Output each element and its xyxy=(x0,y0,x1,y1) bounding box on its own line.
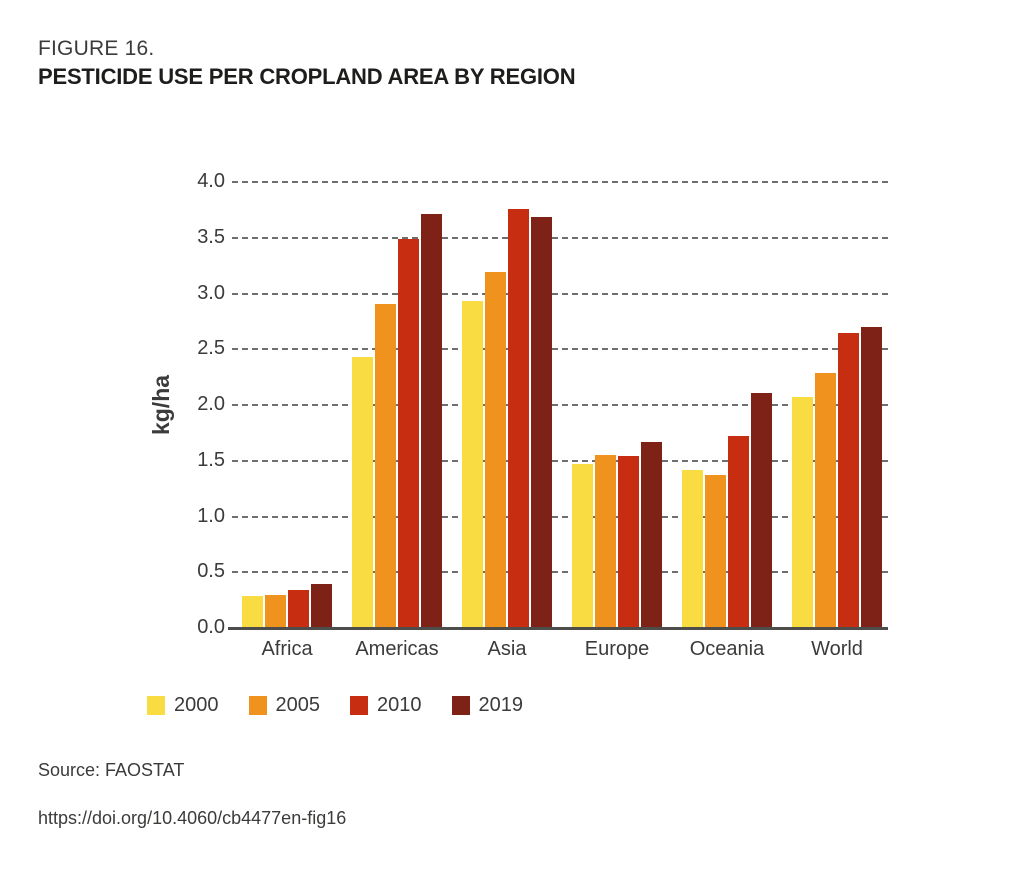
x-axis-label-americas: Americas xyxy=(355,638,439,660)
gridline-2.0 xyxy=(232,404,888,406)
y-tick-label: 2.0 xyxy=(197,393,225,415)
legend-item-2010: 2010 xyxy=(350,694,422,717)
bar-europe-2019 xyxy=(641,441,662,627)
bar-africa-2005 xyxy=(265,594,286,627)
legend: 2000 2005 2010 2019 xyxy=(147,694,523,717)
bar-world-2019 xyxy=(861,327,882,627)
title-block: FIGURE 16. PESTICIDE USE PER CROPLAND AR… xyxy=(38,36,576,91)
legend-item-2000: 2000 xyxy=(147,694,219,717)
gridline-3.5 xyxy=(232,236,888,239)
x-axis-label-africa: Africa xyxy=(261,638,313,660)
bar-asia-2005 xyxy=(485,272,506,627)
gridline-1.0 xyxy=(232,515,888,518)
legend-label-2019: 2019 xyxy=(478,694,524,716)
bar-asia-2010 xyxy=(508,208,529,627)
bar-oceania-2000 xyxy=(682,469,703,627)
y-tick-label: 0.0 xyxy=(197,616,225,638)
gridline-0.5 xyxy=(232,571,888,574)
legend-item-2019: 2019 xyxy=(451,694,524,717)
bar-europe-2005 xyxy=(595,455,616,627)
legend-swatch-2000 xyxy=(147,696,165,715)
source-note: Source: FAOSTAT xyxy=(38,760,185,780)
legend-label-2010: 2010 xyxy=(377,694,422,716)
bar-americas-2019 xyxy=(421,214,442,627)
bar-group-americas xyxy=(352,181,442,627)
bar-americas-2000 xyxy=(352,357,373,627)
bar-group-oceania xyxy=(682,181,772,627)
plot-area xyxy=(228,181,888,630)
bar-americas-2010 xyxy=(398,238,419,627)
legend-label-2000: 2000 xyxy=(174,694,219,716)
legend-swatch-2005 xyxy=(248,696,267,715)
legend-item-2005: 2005 xyxy=(248,694,321,717)
y-tick-label: 1.5 xyxy=(197,448,225,471)
bar-americas-2005 xyxy=(375,303,396,627)
y-tick-label: 0.5 xyxy=(197,560,225,583)
bar-europe-2010 xyxy=(618,456,639,627)
x-axis-label-oceania: Oceania xyxy=(689,638,765,660)
y-tick-label: 3.5 xyxy=(197,225,225,248)
bar-oceania-2005 xyxy=(705,475,726,627)
bar-group-world xyxy=(792,181,882,627)
figure-title: PESTICIDE USE PER CROPLAND AREA BY REGIO… xyxy=(38,64,576,90)
doi-link[interactable]: https://doi.org/10.4060/cb4477en-fig16 xyxy=(38,808,347,828)
gridline-4.0 xyxy=(232,181,888,183)
bar-oceania-2010 xyxy=(728,436,749,627)
y-tick-label: 2.5 xyxy=(197,337,225,360)
bar-oceania-2019 xyxy=(751,392,772,627)
gridline-3.0 xyxy=(232,292,888,295)
bar-world-2005 xyxy=(815,372,836,627)
bar-asia-2019 xyxy=(531,216,552,627)
bar-africa-2010 xyxy=(288,590,309,627)
y-tick-label: 4.0 xyxy=(197,170,225,192)
bar-world-2000 xyxy=(792,397,813,627)
x-axis-label-world: World xyxy=(811,638,863,660)
y-tick-label: 1.0 xyxy=(197,504,225,527)
x-axis-label-europe: Europe xyxy=(584,638,650,660)
legend-swatch-2019 xyxy=(451,696,470,715)
bar-africa-2019 xyxy=(311,583,332,627)
bar-world-2010 xyxy=(838,332,859,627)
gridline-2.5 xyxy=(232,348,888,351)
figure-label: FIGURE 16. xyxy=(38,37,155,60)
bar-group-asia xyxy=(462,181,552,627)
legend-label-2005: 2005 xyxy=(275,694,321,716)
bar-group-europe xyxy=(572,181,662,627)
x-axis-label-asia: Asia xyxy=(487,638,527,660)
bar-europe-2000 xyxy=(572,464,593,627)
bar-group-africa xyxy=(242,181,332,627)
bar-asia-2000 xyxy=(462,301,483,627)
legend-swatch-2010 xyxy=(350,696,368,715)
y-tick-label: 3.0 xyxy=(197,281,225,304)
bar-africa-2000 xyxy=(242,595,263,627)
gridline-1.5 xyxy=(232,459,888,462)
